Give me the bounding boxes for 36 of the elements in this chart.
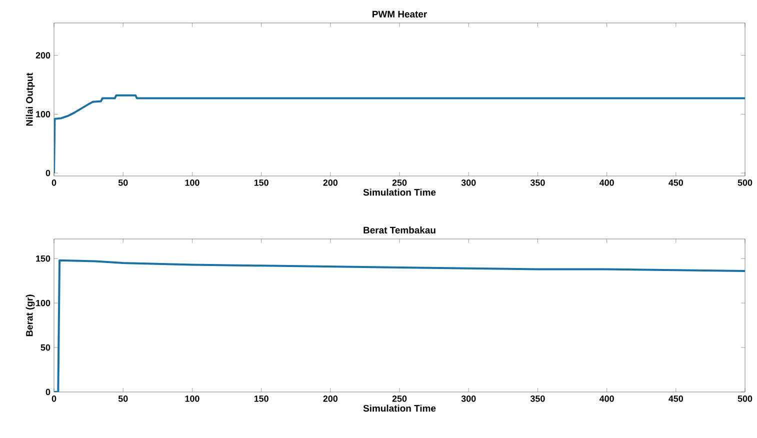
x-tick-label: 0 <box>52 396 56 402</box>
y-tick-label: 50 <box>40 344 50 351</box>
x-tick-label: 500 <box>738 396 752 402</box>
x-tick-label: 450 <box>668 180 684 186</box>
x-axis-title: Simulation Time <box>363 404 436 412</box>
x-tick-label: 400 <box>599 396 614 402</box>
x-tick-label: 450 <box>668 396 684 402</box>
y-tick-label: 100 <box>36 300 50 306</box>
x-tick-label: 150 <box>254 396 268 402</box>
y-tick-label: 150 <box>36 255 50 262</box>
y-tick-label: 0 <box>46 388 50 396</box>
y-axis-title: Nilai Output <box>26 72 35 126</box>
line-series <box>54 94 746 174</box>
x-tick-label: 350 <box>530 396 545 402</box>
x-tick-label: 200 <box>323 180 338 186</box>
x-tick-label: 300 <box>461 396 476 402</box>
x-tick-label: 100 <box>185 396 200 402</box>
chart-title: Berat Tembakau <box>364 226 436 234</box>
x-tick-label: 250 <box>392 180 407 186</box>
y-tick-label: 100 <box>36 111 50 118</box>
y-axis-title: Berat (gr) <box>26 294 35 336</box>
x-tick-label: 150 <box>254 180 268 186</box>
x-tick-label: 100 <box>185 180 200 186</box>
x-axis-title: Simulation Time <box>363 188 436 196</box>
x-tick-label: 300 <box>461 180 476 186</box>
x-tick-label: 0 <box>52 180 56 186</box>
y-tick-label: 0 <box>46 170 50 176</box>
chart-title: PWM Heater <box>372 10 427 18</box>
x-tick-label: 50 <box>118 180 128 186</box>
x-tick-label: 200 <box>323 396 338 402</box>
x-tick-label: 250 <box>392 396 407 402</box>
x-tick-label: 50 <box>118 396 128 402</box>
y-tick-label: 200 <box>36 52 50 59</box>
x-tick-label: 500 <box>738 180 752 186</box>
x-tick-label: 350 <box>530 180 545 186</box>
x-tick-label: 400 <box>599 180 614 186</box>
